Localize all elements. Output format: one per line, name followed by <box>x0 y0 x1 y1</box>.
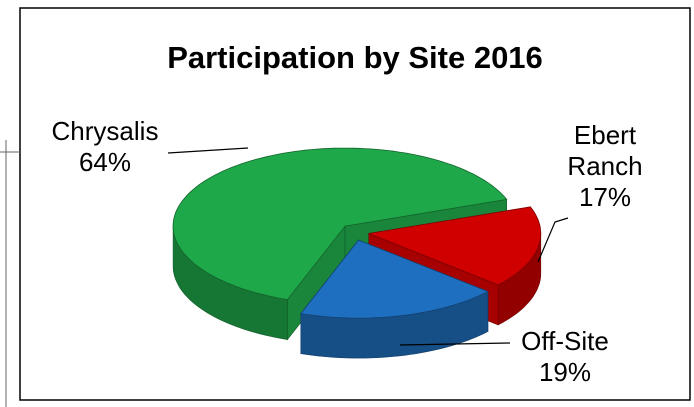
value-label: 17% <box>578 182 632 212</box>
slice <box>300 239 489 319</box>
slice-label: Off-Site 19% <box>505 326 625 388</box>
leader-line <box>537 217 569 263</box>
pie <box>172 147 542 359</box>
category-label: Off-Site <box>521 326 609 356</box>
slice <box>367 206 542 286</box>
value-label: 19% <box>538 357 592 387</box>
leader-line <box>167 147 249 154</box>
slice-label: Ebert Ranch 17% <box>555 120 655 213</box>
value-label: 64% <box>78 147 132 177</box>
slice-label: Chrysalis 64% <box>30 116 180 178</box>
chart-title: Participation by Site 2016 <box>167 40 543 75</box>
leader-line <box>399 342 511 346</box>
category-label: Ebert Ranch <box>567 120 643 181</box>
category-label: Chrysalis <box>51 116 159 146</box>
slice <box>172 147 508 301</box>
